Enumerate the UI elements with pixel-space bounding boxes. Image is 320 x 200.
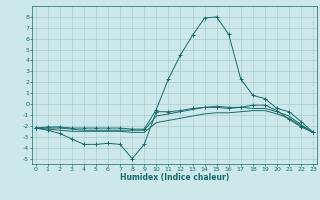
X-axis label: Humidex (Indice chaleur): Humidex (Indice chaleur) xyxy=(120,173,229,182)
